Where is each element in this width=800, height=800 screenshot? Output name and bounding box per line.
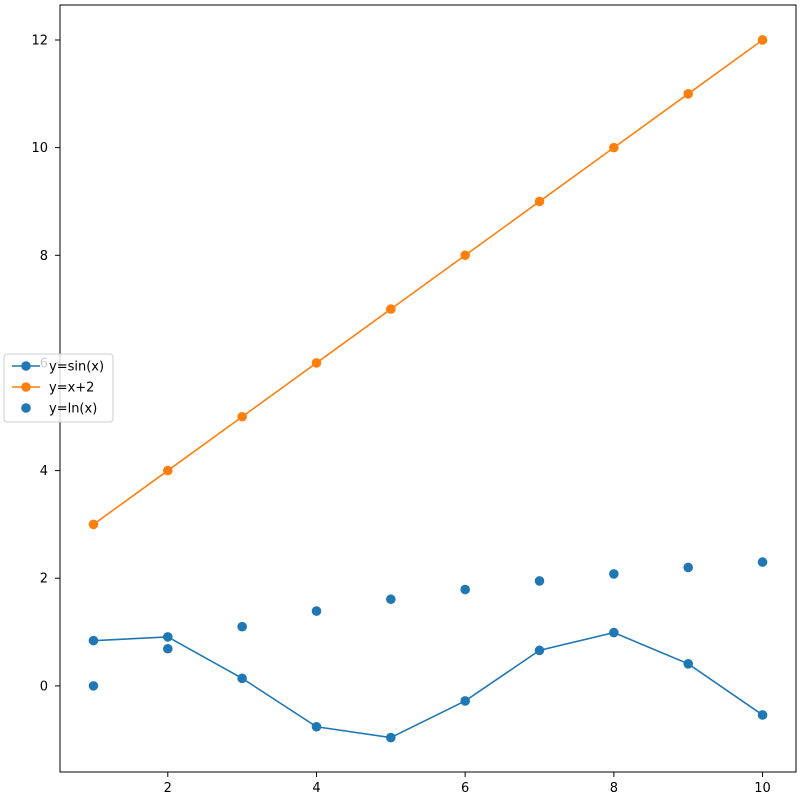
data-point	[534, 645, 545, 656]
data-point	[683, 562, 694, 573]
y-tick-label: 0	[40, 679, 48, 694]
data-point	[237, 621, 247, 632]
data-point	[237, 673, 247, 684]
series-line	[93, 631, 763, 739]
data-point	[683, 659, 694, 669]
data-point	[460, 250, 470, 261]
legend-label: y=ln(x)	[49, 402, 97, 417]
data-point	[609, 569, 619, 579]
data-point	[386, 304, 396, 314]
data-point	[88, 681, 99, 691]
legend-item: y=ln(x)	[21, 402, 97, 417]
legend-marker	[21, 382, 31, 392]
data-point	[460, 696, 470, 706]
data-point	[311, 721, 322, 732]
legend-item: y=sin(x)	[12, 360, 104, 375]
series-1	[88, 35, 768, 530]
x-tick-label: 6	[461, 781, 469, 796]
series-0	[88, 627, 768, 743]
y-tick-label: 4	[40, 464, 48, 479]
legend-box	[3, 353, 114, 423]
legend-label: y=sin(x)	[49, 360, 104, 375]
data-point	[386, 732, 396, 743]
data-point	[88, 519, 99, 530]
data-point	[386, 594, 396, 605]
data-point	[757, 710, 768, 720]
data-point	[311, 358, 322, 368]
data-point	[534, 196, 545, 207]
legend-item: y=x+2	[12, 381, 94, 396]
data-point	[162, 643, 173, 654]
data-point	[609, 142, 619, 153]
data-point	[237, 411, 247, 422]
data-point	[757, 35, 768, 45]
data-point	[311, 606, 322, 616]
data-point	[88, 635, 99, 646]
data-point	[162, 632, 173, 642]
data-point	[162, 465, 173, 476]
data-point	[534, 576, 545, 586]
legend-marker	[21, 403, 31, 413]
data-point	[609, 627, 619, 638]
data-point	[683, 89, 694, 99]
legend: y=sin(x) y=x+2 y=ln(x)	[3, 353, 114, 423]
legend-label: y=x+2	[49, 381, 94, 396]
series-2	[88, 557, 768, 691]
legend-marker	[21, 361, 31, 371]
series-layer	[88, 35, 768, 743]
y-tick-label: 12	[31, 33, 48, 48]
y-tick-label: 10	[31, 141, 48, 156]
x-axis: 2 4 6 8 10	[164, 772, 771, 796]
x-tick-label: 8	[610, 781, 618, 796]
series-line	[92, 39, 764, 526]
data-point	[460, 584, 470, 595]
x-tick-label: 10	[754, 781, 771, 796]
y-tick-label: 8	[40, 249, 48, 264]
x-tick-label: 2	[164, 781, 172, 796]
x-tick-label: 4	[312, 781, 320, 796]
data-point	[757, 557, 768, 567]
y-tick-label: 2	[40, 572, 48, 587]
